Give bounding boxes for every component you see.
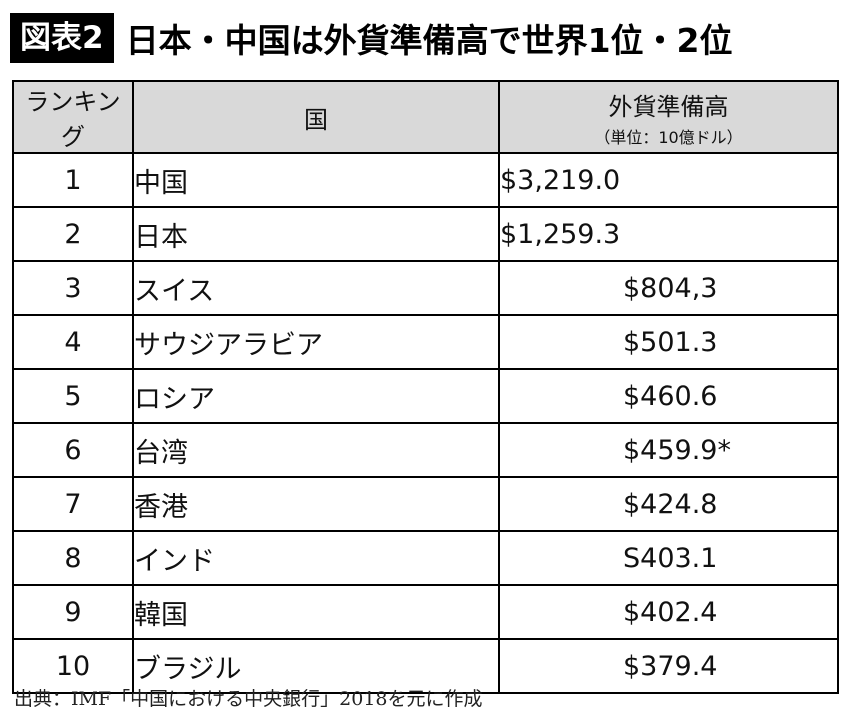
country-cell: ロシア: [132, 368, 500, 424]
reserve-cell: $459.9*: [498, 422, 839, 478]
table-row: 3 スイス $804,3: [12, 260, 839, 316]
country-cell: 日本: [132, 206, 500, 262]
table-row: 2 日本 $1,259.3: [12, 206, 839, 262]
rank-cell: 2: [12, 206, 134, 262]
country-cell: スイス: [132, 260, 500, 316]
table-row: 6 台湾 $459.9*: [12, 422, 839, 478]
header-country: 国: [132, 80, 500, 154]
figure-title: 日本・中国は外貨準備高で世界1位・2位: [125, 21, 733, 60]
reserve-cell: $402.4: [498, 584, 839, 640]
table-row: 8 インド S403.1: [12, 530, 839, 586]
reserve-cell: S403.1: [498, 530, 839, 586]
table-row: 9 韓国 $402.4: [12, 584, 839, 640]
country-cell: ブラジル: [132, 638, 500, 694]
table-row: 10 ブラジル $379.4: [12, 638, 839, 694]
reserve-cell: $501.3: [498, 314, 839, 370]
country-cell: 中国: [132, 152, 500, 208]
rank-cell: 3: [12, 260, 134, 316]
table-row: 4 サウジアラビア $501.3: [12, 314, 839, 370]
country-cell: インド: [132, 530, 500, 586]
reserve-cell: $804,3: [498, 260, 839, 316]
reserve-cell: $379.4: [498, 638, 839, 694]
table-body: 1 中国 $3,219.0 2 日本 $1,259.3 3 スイス $804,3…: [12, 152, 839, 694]
table-row: 5 ロシア $460.6: [12, 368, 839, 424]
header-reserve-label: 外貨準備高: [608, 92, 729, 121]
rank-cell: 4: [12, 314, 134, 370]
rank-cell: 8: [12, 530, 134, 586]
source-note: 出典：IMF「中国における中央銀行」2018を元に作成: [14, 688, 483, 710]
rank-cell: 6: [12, 422, 134, 478]
rank-cell: 1: [12, 152, 134, 208]
figure-badge: 図表2: [10, 13, 114, 63]
rank-cell: 10: [12, 638, 134, 694]
figure-header: 図表2 日本・中国は外貨準備高で世界1位・2位: [10, 10, 733, 66]
country-cell: サウジアラビア: [132, 314, 500, 370]
header-rank: ランキング: [12, 80, 134, 154]
country-cell: 韓国: [132, 584, 500, 640]
reserve-cell: $424.8: [498, 476, 839, 532]
header-reserve: 外貨準備高 （単位：10億ドル）: [498, 80, 839, 154]
table-header-row: ランキング 国 外貨準備高 （単位：10億ドル）: [12, 80, 839, 154]
reserve-cell: $460.6: [498, 368, 839, 424]
rank-cell: 7: [12, 476, 134, 532]
country-cell: 香港: [132, 476, 500, 532]
header-reserve-unit: （単位：10億ドル）: [594, 127, 743, 147]
reserve-cell: $1,259.3: [498, 206, 839, 262]
rank-cell: 9: [12, 584, 134, 640]
ranking-table: ランキング 国 外貨準備高 （単位：10億ドル） 1 中国 $3,219.0 2…: [12, 80, 839, 694]
table-row: 1 中国 $3,219.0: [12, 152, 839, 208]
reserve-cell: $3,219.0: [498, 152, 839, 208]
country-cell: 台湾: [132, 422, 500, 478]
table-row: 7 香港 $424.8: [12, 476, 839, 532]
rank-cell: 5: [12, 368, 134, 424]
